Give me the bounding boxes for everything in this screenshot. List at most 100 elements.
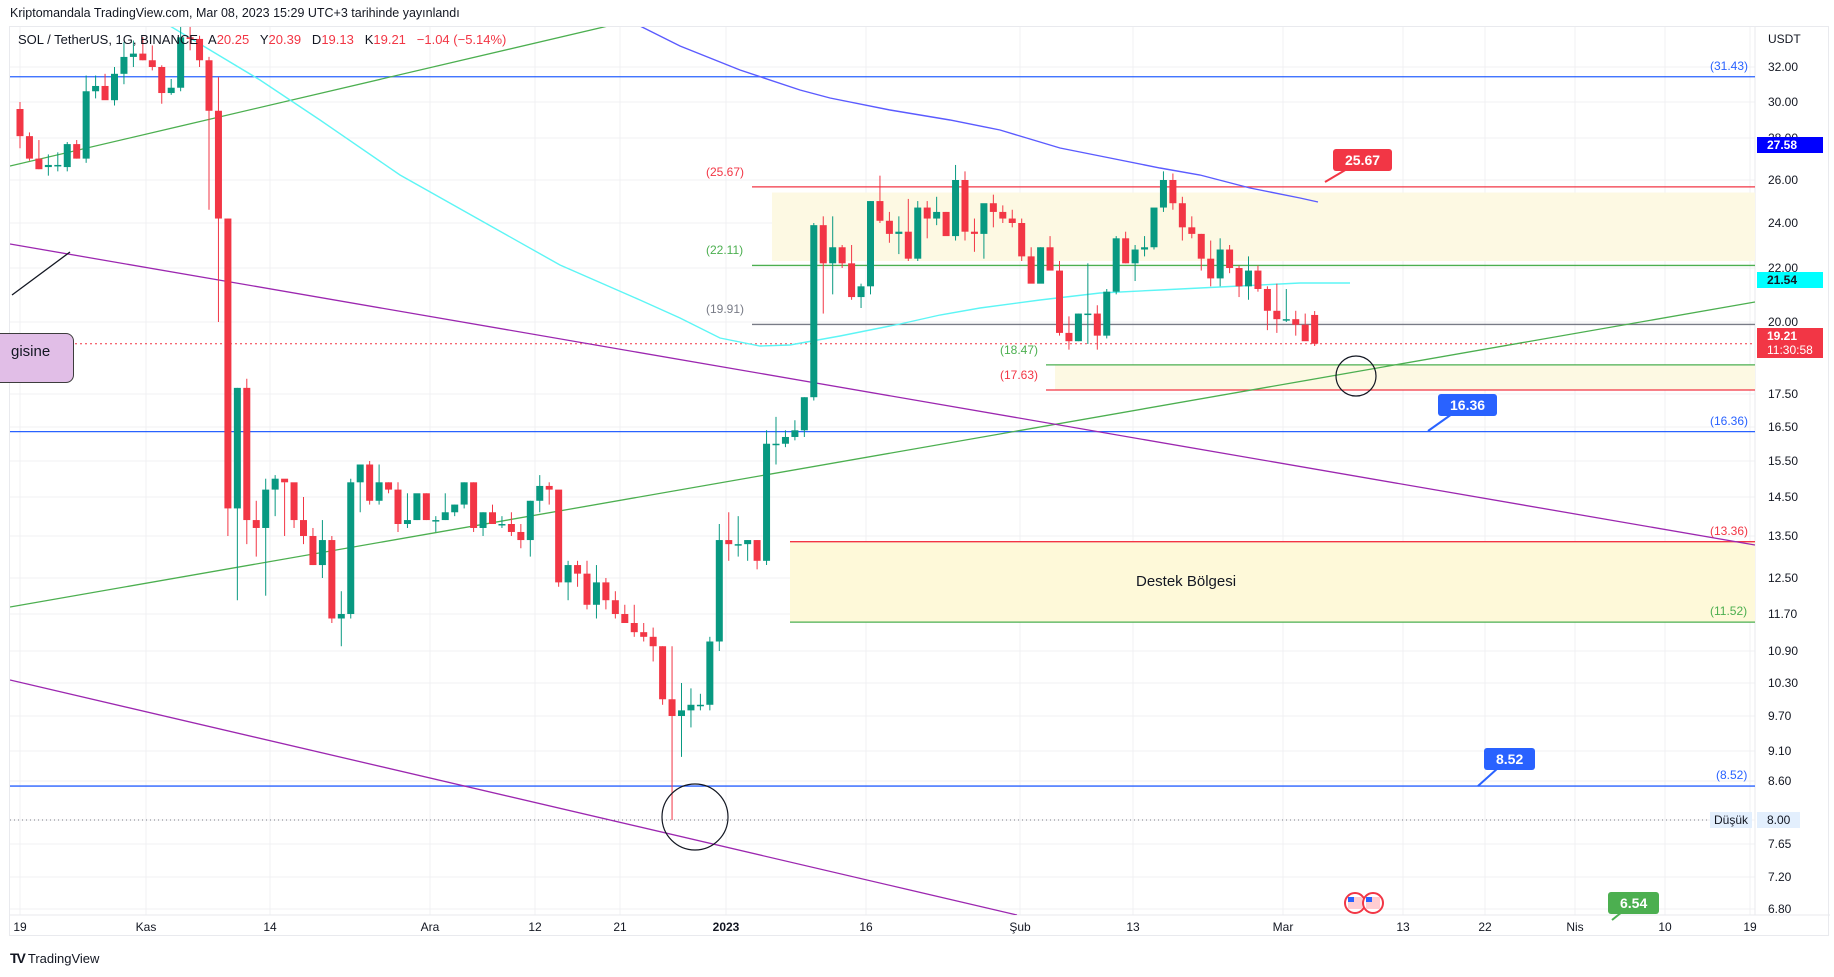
time-tick: 21 <box>613 920 627 934</box>
candle-body <box>422 493 430 521</box>
candle-body <box>980 203 988 234</box>
candle-body <box>177 37 185 88</box>
candle-body <box>35 158 43 170</box>
time-tick: 14 <box>263 920 277 934</box>
candle-body <box>640 632 648 637</box>
candle-body <box>271 478 279 490</box>
candle-body <box>111 73 118 101</box>
candle-body <box>158 67 166 94</box>
candle-body <box>876 201 884 221</box>
purple-channel-upper[interactable] <box>10 243 1755 546</box>
candle-body <box>555 489 563 583</box>
candle-body <box>403 520 411 525</box>
candle-body <box>507 524 515 532</box>
resistance-zone[interactable] <box>772 192 1755 261</box>
low-marker-value: 8.00 <box>1757 812 1801 828</box>
callout-25-67[interactable]: 25.67 <box>1333 149 1393 171</box>
candle-body <box>1037 247 1045 284</box>
text-note[interactable]: gisine <box>0 333 74 383</box>
candle-body <box>1188 227 1196 234</box>
candle-body <box>536 485 544 501</box>
ma-cyan <box>170 27 1350 347</box>
arrow-line[interactable] <box>11 251 71 296</box>
level-22-11-label: (22.11) <box>706 243 744 258</box>
price-badge-27-58: 27.58 <box>1757 137 1823 153</box>
candle-body <box>1150 207 1158 248</box>
price-tick: 12.50 <box>1768 571 1799 585</box>
candle-body <box>139 53 147 61</box>
us-flag-canton <box>1366 897 1372 902</box>
circle-bottom[interactable] <box>661 783 729 851</box>
time-tick: 13 <box>1126 920 1140 934</box>
callout-16-36[interactable]: 16.36 <box>1438 394 1498 416</box>
candle-body <box>649 636 657 647</box>
candle-body <box>460 482 468 505</box>
candle-body <box>243 387 251 521</box>
level-17-63-label: (17.63) <box>1000 368 1039 382</box>
note-text: gisine <box>11 343 51 360</box>
candle-body <box>1273 310 1281 320</box>
candle-body <box>1216 249 1224 279</box>
time-tick: 22 <box>1478 920 1492 934</box>
time-tick: Nis <box>1566 920 1584 934</box>
candle-body <box>1056 270 1063 333</box>
candle-body <box>1103 291 1111 336</box>
candle-body <box>451 504 459 513</box>
green-trend-lower[interactable] <box>10 301 1755 608</box>
bar-countdown: 11:30:58 <box>1767 343 1813 357</box>
candle-body <box>73 144 81 159</box>
time-tick: 19 <box>13 920 27 934</box>
tradingview-wordmark: TradingView <box>27 950 100 966</box>
candle-body <box>441 512 449 521</box>
candle-body <box>914 207 922 259</box>
candle-body <box>1292 319 1300 325</box>
candle-body <box>1046 247 1054 271</box>
candle-body <box>715 540 723 642</box>
candle-body <box>1263 288 1271 311</box>
candle-body <box>489 512 496 525</box>
candle-body <box>129 53 137 57</box>
candle-body <box>300 520 307 536</box>
callout-8-52[interactable]: 8.52 <box>1484 748 1536 770</box>
candle-body <box>696 704 704 707</box>
level-13-36-label: (13.36) <box>1710 523 1749 538</box>
price-tick: 16.50 <box>1768 420 1799 434</box>
candle-body <box>904 231 912 259</box>
candle-body <box>526 500 534 541</box>
currency-label: USDT <box>1768 32 1801 46</box>
candle-body <box>63 144 71 168</box>
price-tick: 26.00 <box>1768 173 1799 187</box>
time-tick: 13 <box>1396 920 1410 934</box>
candle-body <box>337 614 345 619</box>
time-tick: 10 <box>1658 920 1672 934</box>
near-support-zone[interactable] <box>1055 364 1755 391</box>
symbol-label[interactable]: SOL / TetherUS, 1G, BINANCE <box>18 32 198 47</box>
candle-body <box>952 180 960 237</box>
chart-frame <box>9 26 1829 936</box>
level-18-47-label: (18.47) <box>1000 342 1039 357</box>
circle-current[interactable] <box>1335 355 1377 397</box>
destek-zone[interactable] <box>790 541 1755 623</box>
candle-body <box>659 646 667 700</box>
candle-body <box>233 387 241 509</box>
candle-body <box>933 211 941 219</box>
candle-body <box>564 565 572 583</box>
ma-blue <box>640 27 1319 203</box>
candle-body <box>867 201 874 287</box>
purple-channel-lower[interactable] <box>10 679 1018 915</box>
candle-body <box>1122 238 1130 264</box>
candle-body <box>16 109 24 137</box>
callout-6-54[interactable]: 6.54 <box>1608 892 1660 914</box>
candle-body <box>92 85 100 92</box>
time-tick: 2023 <box>712 920 740 934</box>
tradingview-logo[interactable]: TV TradingView <box>10 950 99 966</box>
candle-body <box>583 573 591 605</box>
candle-body <box>602 582 610 601</box>
candle-body <box>214 110 222 219</box>
price-tick: 30.00 <box>1768 95 1799 109</box>
candle-body <box>262 489 270 528</box>
price-tick: 10.90 <box>1768 644 1799 658</box>
price-badge-19-21: 19.21 11:30:58 <box>1757 328 1823 358</box>
green-trend-upper[interactable] <box>10 26 608 167</box>
